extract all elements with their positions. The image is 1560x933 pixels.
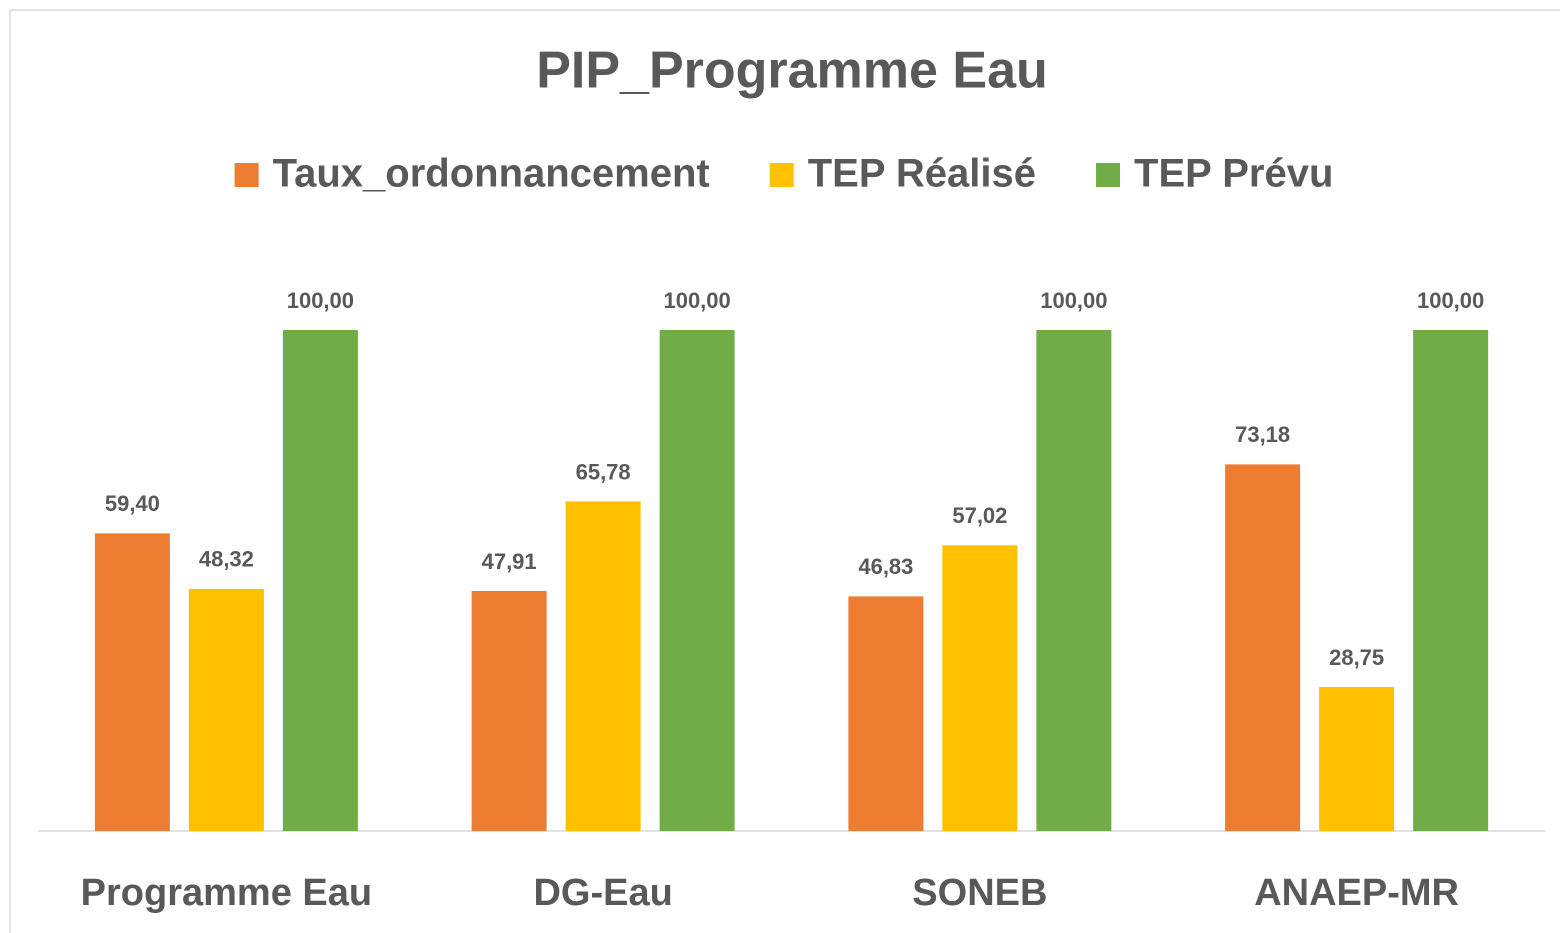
data-label: 59,40 (105, 491, 160, 516)
x-tick-label: Programme Eau (81, 872, 372, 914)
bar (188, 588, 264, 831)
data-label: 100,00 (1417, 288, 1484, 313)
legend-label: TEP Réalisé (808, 152, 1036, 196)
data-label: 100,00 (663, 288, 730, 313)
bar (1036, 330, 1112, 831)
bar (848, 596, 924, 831)
data-label: 57,02 (952, 503, 1007, 528)
legend-swatch (769, 163, 794, 187)
legend-swatch (234, 163, 259, 187)
data-label: 100,00 (1040, 288, 1107, 313)
bar (1319, 686, 1395, 831)
legend-swatch (1096, 163, 1121, 187)
data-label: 46,83 (858, 554, 913, 579)
bar (94, 533, 170, 831)
data-label: 47,91 (482, 549, 537, 574)
data-label: 48,32 (199, 547, 254, 572)
x-tick-label: DG-Eau (533, 872, 672, 914)
data-label: 65,78 (576, 459, 631, 484)
bar (471, 590, 547, 831)
bar (565, 501, 641, 831)
x-tick-label: SONEB (912, 872, 1047, 914)
bar (282, 330, 358, 831)
x-tick-label: ANAEP-MR (1254, 872, 1459, 914)
bar (1225, 464, 1301, 831)
legend-label: TEP Prévu (1134, 152, 1333, 196)
bar (1413, 330, 1489, 831)
chart-title: PIP_Programme Eau (536, 42, 1048, 100)
data-label: 28,75 (1329, 645, 1384, 670)
legend-label: Taux_ordonnancement (273, 152, 710, 196)
data-label: 73,18 (1235, 422, 1290, 447)
bar (942, 545, 1018, 831)
bar (659, 330, 735, 831)
data-label: 100,00 (287, 288, 354, 313)
